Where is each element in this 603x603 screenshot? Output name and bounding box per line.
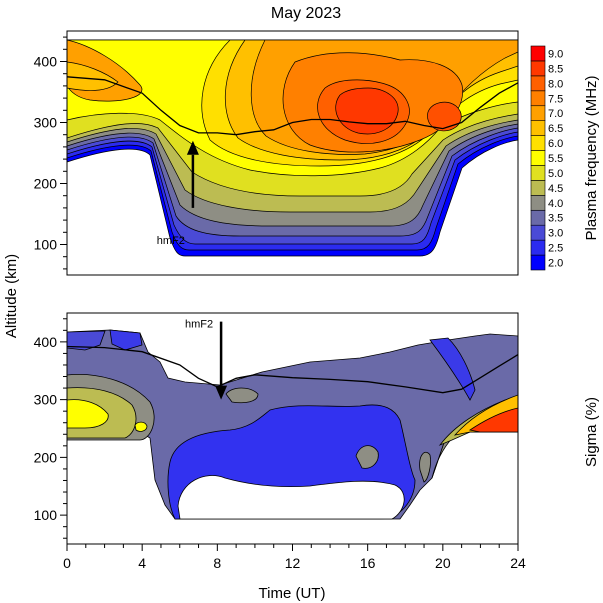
colorbar-swatch (530, 75, 546, 92)
colorbar-tick-label: 4.5 (548, 183, 563, 195)
colorbar-tick-label: 9.0 (548, 48, 563, 60)
sigma-label: Sigma (%) (583, 397, 600, 467)
colorbar-tick-label: 2.0 (548, 258, 563, 270)
colorbar-tick-label: 4.0 (548, 198, 563, 210)
hmF2-line (67, 76, 518, 136)
y-tick-label: 100 (34, 237, 58, 253)
x-tick-label: 4 (138, 555, 146, 571)
y-tick-label: 100 (34, 507, 58, 523)
sigma-red-east (468, 407, 518, 433)
sigma-white-gap (177, 475, 405, 520)
colorbar-swatch (530, 105, 546, 121)
hmF2-arrow-head-bottom (215, 385, 228, 400)
y-tick-label: 400 (34, 334, 58, 350)
hmF2-annotation-bottom: hmF2 (185, 319, 228, 400)
x-axis-label: Time (UT) (259, 585, 326, 602)
sigma-panel: 100 200 300 400 0 4 8 12 16 20 24 hmF2 (34, 312, 526, 571)
x-tick-label: 12 (285, 555, 301, 571)
colorbar-swatch (530, 195, 546, 211)
colorbar-tick-label: 6.0 (548, 138, 563, 150)
colorbar-tick-label: 6.5 (548, 123, 563, 135)
plot-frame (66, 30, 519, 276)
y-tick-label: 200 (34, 176, 58, 192)
contour-yellow-lobe (67, 61, 119, 91)
colorbar-label: Plasma frequency (MHz) (583, 75, 600, 240)
colorbar-swatch (530, 209, 546, 226)
hmF2-label-bottom: hmF2 (185, 319, 213, 331)
colorbar-swatch (530, 180, 546, 196)
colorbar-tick-label: 7.0 (548, 108, 563, 120)
x-tick-label: 0 (63, 555, 71, 571)
colorbar-tick-label: 8.0 (548, 78, 563, 90)
x-axis-ticks (66, 544, 519, 551)
x-tick-label: 8 (213, 555, 221, 571)
y-axis-ticks (60, 36, 67, 270)
hmF2-line-bottom (67, 345, 518, 394)
y-tick-label: 300 (34, 392, 58, 408)
colorbar-swatch (530, 254, 546, 271)
colorbar-swatch (530, 45, 546, 62)
colorbar-swatch (530, 135, 546, 151)
sigma-blue-east (429, 337, 476, 401)
colorbar: 2.0 2.5 3.0 3.5 4.0 4.5 5.0 5.5 6.0 6.5 7.0 7.5 8.0 8… (530, 45, 563, 271)
chart-title: May 2023 (271, 5, 341, 22)
sigma-yellow-west (67, 399, 109, 429)
colorbar-swatch (530, 224, 546, 241)
plasma-frequency-contours (67, 39, 518, 257)
colorbar-tick-label: 7.5 (548, 93, 563, 105)
hmF2-arrow-head (186, 140, 199, 155)
y-axis-label: Altitude (km) (3, 254, 20, 338)
colorbar-tick-label: 3.5 (548, 213, 563, 225)
sigma-olive-mid (225, 387, 259, 404)
y-axis-tick-labels: 100 200 300 400 (34, 54, 58, 253)
hmF2-label: hmF2 (157, 235, 185, 247)
x-tick-label: 24 (510, 555, 526, 571)
colorbar-swatch (530, 150, 546, 166)
y-tick-label: 300 (34, 115, 58, 131)
plasma-frequency-panel: 100 200 300 400 hmF2 (34, 30, 519, 276)
sigma-contours (67, 329, 518, 520)
colorbar-swatch (530, 120, 546, 136)
y-axis-ticks-bottom (60, 318, 67, 539)
sigma-blue-west (109, 329, 143, 351)
y-axis-tick-labels-bottom: 100 200 300 400 (34, 334, 58, 523)
sigma-olive-mid2 (355, 445, 379, 469)
hmF2-annotation: hmF2 (157, 140, 199, 247)
y-tick-label: 400 (34, 54, 58, 70)
colorbar-swatch (530, 239, 546, 256)
contour-8.5 (335, 87, 399, 135)
colorbar-tick-label: 3.0 (548, 228, 563, 240)
colorbar-tick-label: 8.5 (548, 63, 563, 75)
x-tick-label: 16 (360, 555, 376, 571)
colorbar-swatch (530, 60, 546, 77)
x-axis-tick-labels: 0 4 8 12 16 20 24 (63, 555, 526, 571)
colorbar-tick-label: 5.5 (548, 153, 563, 165)
x-tick-label: 20 (435, 555, 451, 571)
colorbar-tick-label: 2.5 (548, 243, 563, 255)
y-tick-label: 200 (34, 449, 58, 465)
colorbar-tick-label: 5.0 (548, 168, 563, 180)
sigma-yellow-dot (134, 421, 148, 432)
sigma-olive-dawn (419, 451, 431, 483)
colorbar-swatch (530, 165, 546, 181)
colorbar-swatch (530, 90, 546, 107)
